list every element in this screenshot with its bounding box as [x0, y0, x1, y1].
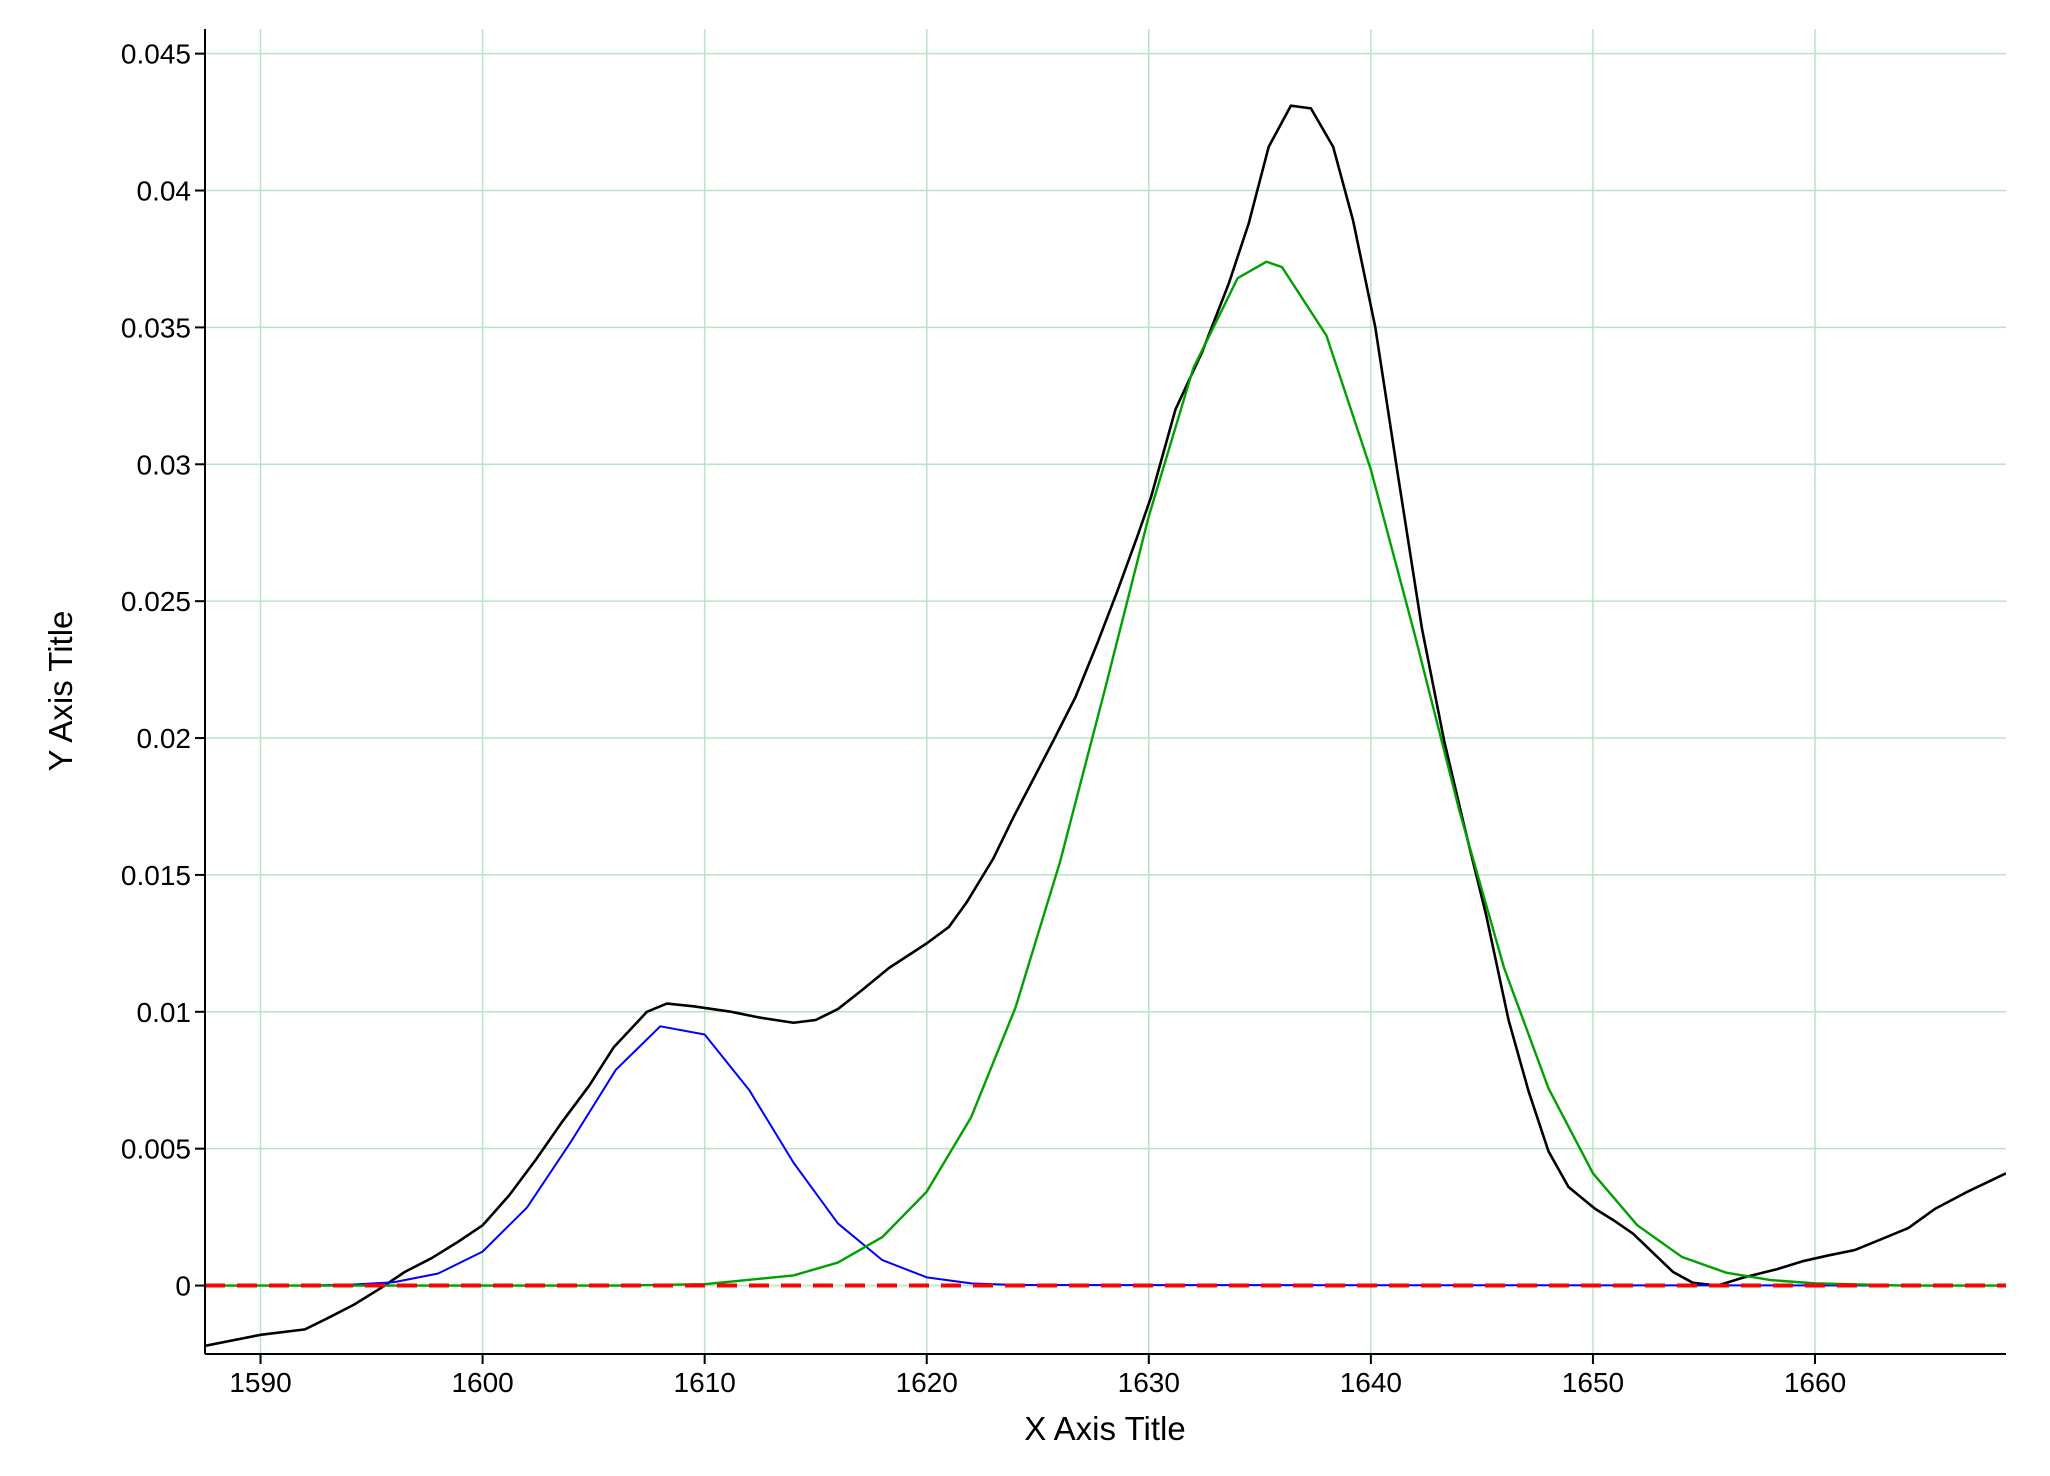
x-tick-label: 1600 — [451, 1367, 513, 1398]
y-tick-label: 0.025 — [121, 586, 191, 617]
x-tick-label: 1630 — [1118, 1367, 1180, 1398]
y-tick-label: 0.005 — [121, 1134, 191, 1165]
x-tick-label: 1660 — [1784, 1367, 1846, 1398]
y-tick-label: 0.04 — [137, 176, 192, 207]
x-tick-label: 1590 — [229, 1367, 291, 1398]
y-tick-label: 0.015 — [121, 860, 191, 891]
x-axis-title: X Axis Title — [1024, 1410, 1185, 1447]
y-tick-label: 0.045 — [121, 39, 191, 70]
series-line — [205, 1025, 2006, 1287]
y-tick-label: 0.035 — [121, 312, 191, 343]
y-tick-label: 0.01 — [137, 997, 192, 1028]
y-tick-label: 0 — [175, 1271, 191, 1302]
x-tick-label: 1610 — [674, 1367, 736, 1398]
x-tick-label: 1620 — [896, 1367, 958, 1398]
y-tick-label: 0.03 — [137, 449, 192, 480]
x-tick-label: 1650 — [1562, 1367, 1624, 1398]
series-line — [205, 104, 2006, 1348]
series-line — [205, 260, 2006, 1287]
tick-labels: 1590 1600 1610 1620 1630 1640 1650 1660 0 0.005 0.… — [121, 39, 1846, 1398]
plot-area — [205, 104, 2006, 1348]
y-tick-label: 0.02 — [137, 723, 192, 754]
x-tick-label: 1640 — [1340, 1367, 1402, 1398]
grid — [205, 29, 2006, 1354]
y-axis-title: Y Axis Title — [42, 611, 79, 772]
